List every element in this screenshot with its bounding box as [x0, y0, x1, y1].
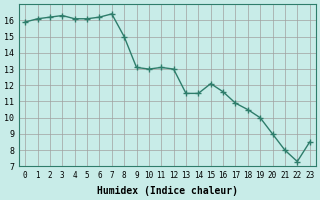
X-axis label: Humidex (Indice chaleur): Humidex (Indice chaleur): [97, 186, 238, 196]
